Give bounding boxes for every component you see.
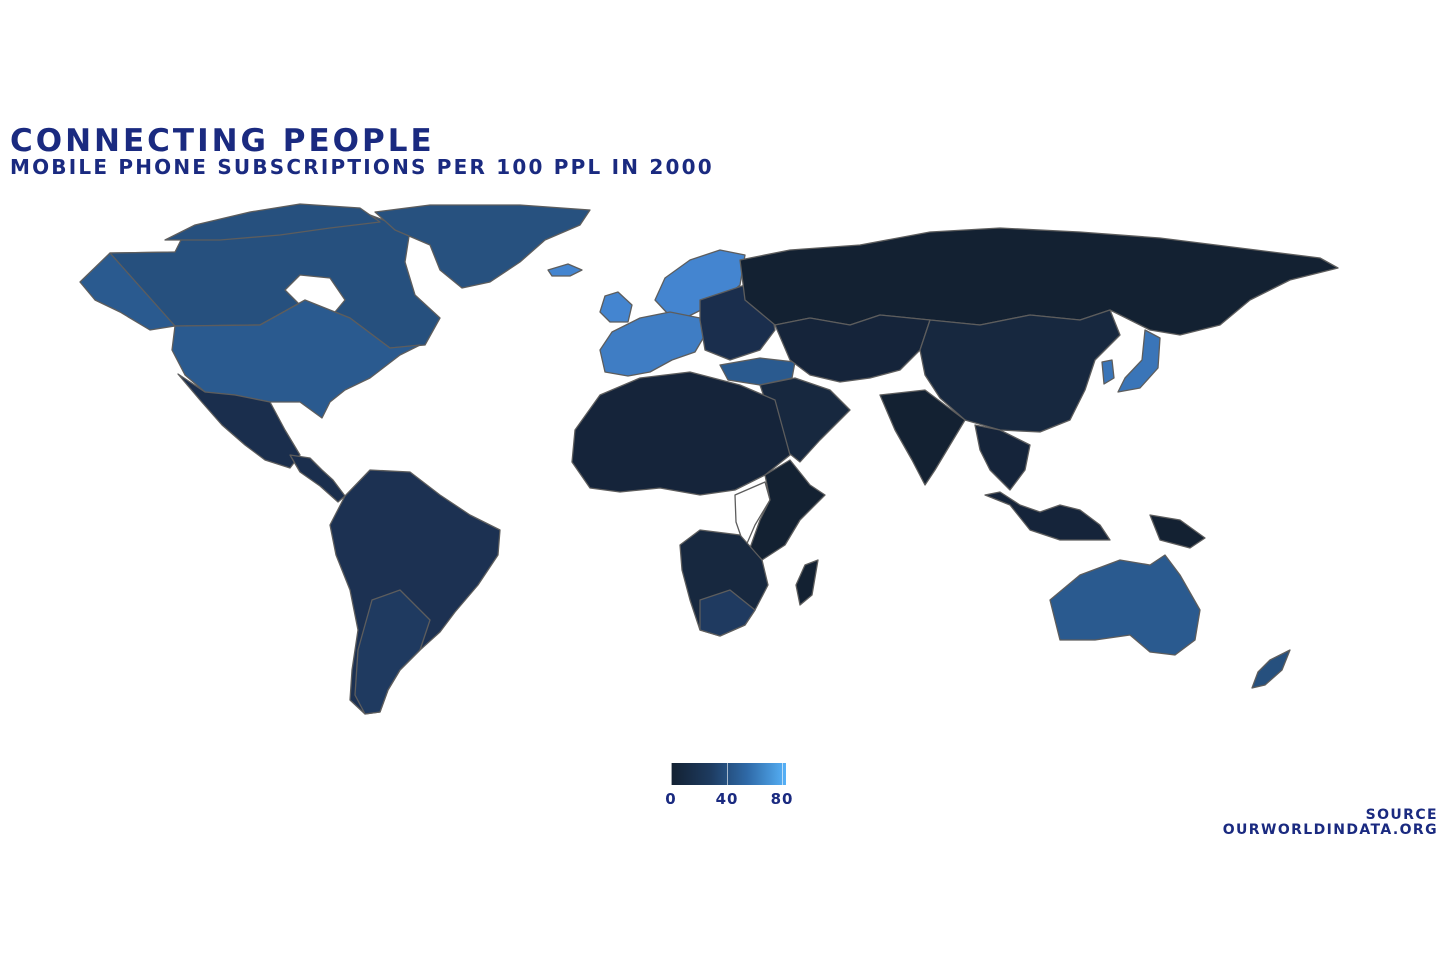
central-africa-no-data bbox=[734, 481, 771, 549]
color-legend: 0 40 80 bbox=[660, 760, 800, 810]
china[interactable] bbox=[919, 309, 1121, 433]
legend-tick-0 bbox=[671, 763, 672, 785]
canadian-arctic-islands[interactable] bbox=[164, 203, 381, 241]
legend-tick-40 bbox=[727, 763, 728, 785]
central-america[interactable] bbox=[289, 454, 346, 503]
korea[interactable] bbox=[1101, 359, 1115, 385]
japan[interactable] bbox=[1117, 329, 1161, 393]
legend-label-0: 0 bbox=[665, 790, 677, 808]
united-kingdom[interactable] bbox=[599, 291, 633, 323]
north-africa[interactable] bbox=[571, 371, 791, 496]
south-africa[interactable] bbox=[699, 589, 756, 637]
legend-label-80: 80 bbox=[770, 790, 794, 808]
iceland[interactable] bbox=[547, 263, 583, 277]
central-asia[interactable] bbox=[774, 314, 931, 383]
south-america[interactable] bbox=[329, 469, 501, 715]
source-credit: SOURCE OURWORLDINDATA.ORG bbox=[1223, 808, 1438, 838]
india[interactable] bbox=[879, 389, 966, 486]
madagascar[interactable] bbox=[795, 559, 819, 606]
western-europe[interactable] bbox=[599, 311, 706, 377]
greenland[interactable] bbox=[374, 204, 591, 289]
source-site: OURWORLDINDATA.ORG bbox=[1222, 822, 1438, 838]
source-label: SOURCE bbox=[1365, 807, 1438, 823]
new-guinea[interactable] bbox=[1149, 514, 1206, 549]
southeast-asia[interactable] bbox=[974, 424, 1031, 491]
legend-label-40: 40 bbox=[715, 790, 739, 808]
argentina[interactable] bbox=[354, 589, 431, 715]
indonesia[interactable] bbox=[984, 491, 1111, 541]
legend-tick-80 bbox=[782, 763, 783, 785]
map-subtitle: MOBILE PHONE SUBSCRIPTIONS PER 100 PPL I… bbox=[10, 155, 714, 179]
east-africa[interactable] bbox=[749, 459, 826, 561]
map-title: CONNECTING PEOPLE bbox=[10, 123, 435, 159]
new-zealand[interactable] bbox=[1251, 649, 1291, 689]
australia[interactable] bbox=[1049, 554, 1201, 656]
legend-color-bar bbox=[671, 763, 786, 785]
